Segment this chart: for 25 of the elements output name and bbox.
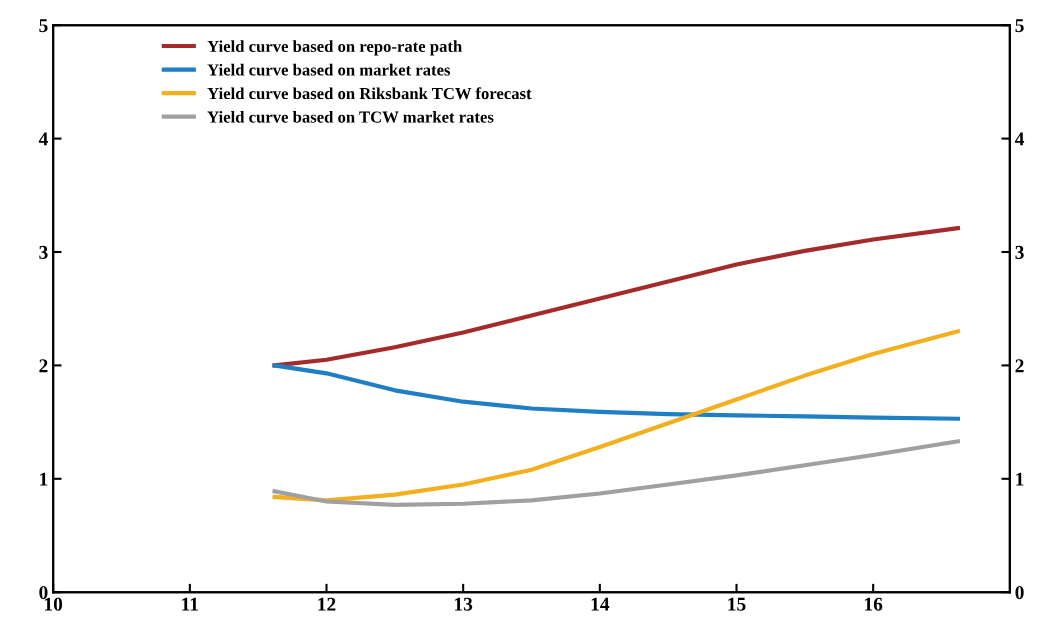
y-tick-label: 2 [39,359,48,373]
y2-tick-label: 5 [1015,19,1024,33]
line-series [272,329,960,503]
line-series [272,226,960,368]
x-tick-label: 14 [591,597,610,611]
y-tick-label: 3 [39,245,48,259]
legend-label: Yield curve based on market rates [207,63,451,76]
x-tick-label: 16 [865,597,883,611]
x-tick-label: 12 [318,597,336,611]
legend-label: Yield curve based on repo-rate path [207,40,462,56]
line-series [272,439,960,507]
legend-label: Yield curve based on TCW market rates [207,110,494,123]
y-tick-label: 5 [39,19,48,33]
y2-tick-label: 4 [1014,132,1025,146]
legend-label: Yield curve based on Riksbank TCW forecast [207,87,532,100]
y2-tick-label: 2 [1015,359,1024,373]
x-tick-label: 13 [455,597,473,611]
y2-tick-label: 0 [1015,586,1024,600]
line-series [272,363,960,421]
y2-tick-label: 3 [1015,245,1024,259]
y-tick-label: 4 [38,132,48,146]
x-tick-label: 11 [182,597,198,611]
y-tick-label: 1 [40,472,48,486]
y2-tick-label: 1 [1016,472,1024,486]
x-tick-label: 15 [728,597,746,611]
